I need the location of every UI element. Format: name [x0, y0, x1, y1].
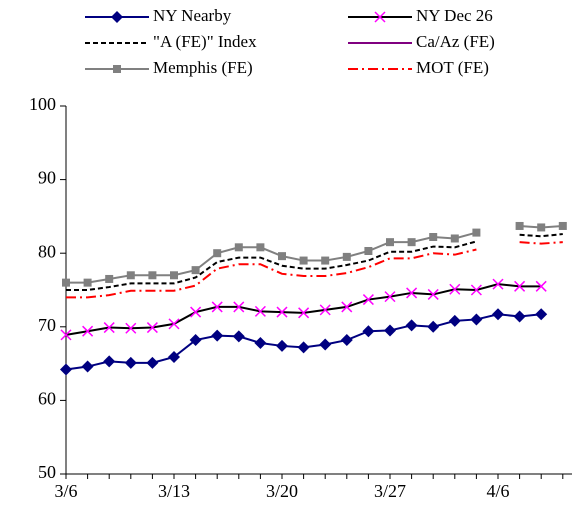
- y-tick-label: 70: [38, 315, 56, 335]
- point: [276, 339, 288, 352]
- y-tick-label: 80: [38, 241, 56, 261]
- series-line: [66, 241, 563, 299]
- point: [190, 306, 202, 318]
- y-tick-label: 60: [38, 389, 56, 409]
- point: [62, 278, 70, 287]
- y-tick-label: 50: [38, 462, 56, 482]
- point: [297, 341, 310, 354]
- point: [384, 291, 396, 303]
- point: [124, 356, 137, 369]
- point: [83, 278, 92, 287]
- legend-label: NY Nearby: [153, 6, 232, 25]
- series-line: [65, 283, 542, 336]
- point: [470, 313, 483, 326]
- point: [492, 308, 504, 321]
- point: [448, 314, 461, 327]
- point: [427, 288, 439, 300]
- point: [558, 221, 567, 230]
- point: [60, 329, 72, 341]
- point: [126, 271, 135, 280]
- point: [515, 221, 524, 230]
- series-line: [66, 233, 563, 291]
- point: [81, 360, 94, 373]
- point: [146, 322, 158, 334]
- legend-marker: [374, 11, 386, 23]
- point: [405, 319, 418, 332]
- point: [191, 266, 200, 275]
- point: [319, 304, 331, 316]
- legend-marker: [113, 65, 121, 73]
- point: [298, 307, 310, 319]
- point: [103, 355, 116, 368]
- point: [234, 243, 243, 252]
- point: [429, 233, 438, 242]
- point: [472, 228, 481, 237]
- series-line: [66, 224, 563, 284]
- point: [148, 271, 157, 280]
- point: [406, 287, 418, 299]
- point: [103, 322, 115, 334]
- point: [299, 256, 308, 265]
- point: [232, 330, 245, 343]
- point: [450, 234, 459, 243]
- point: [189, 334, 202, 347]
- point: [321, 256, 330, 265]
- x-tick-label: 3/27: [374, 481, 406, 501]
- point: [60, 363, 72, 376]
- point: [513, 310, 526, 323]
- point: [514, 280, 526, 292]
- point: [407, 238, 416, 247]
- legend-label: Memphis (FE): [153, 58, 253, 77]
- point: [211, 329, 224, 342]
- point: [535, 280, 547, 292]
- legend-label: NY Dec 26: [416, 6, 493, 25]
- point: [386, 238, 394, 247]
- y-tick-label: 90: [38, 168, 56, 188]
- point: [342, 252, 351, 261]
- point: [168, 318, 180, 330]
- point: [211, 301, 223, 313]
- point: [256, 243, 265, 252]
- y-tick-label: 100: [29, 94, 56, 114]
- point: [233, 301, 245, 313]
- x-tick-label: 3/20: [266, 481, 298, 501]
- point: [341, 301, 353, 313]
- point: [362, 294, 374, 306]
- point: [82, 325, 94, 337]
- point: [168, 350, 180, 363]
- legend-marker: [111, 11, 123, 23]
- legend-label: Ca/Az (FE): [416, 32, 495, 51]
- point: [319, 338, 332, 351]
- point: [537, 223, 546, 232]
- point: [535, 308, 548, 321]
- point: [362, 325, 375, 338]
- point: [492, 278, 504, 290]
- point: [125, 322, 137, 334]
- point: [105, 274, 114, 283]
- x-tick-label: 4/6: [486, 481, 509, 501]
- legend-label: MOT (FE): [416, 58, 489, 77]
- point: [276, 306, 288, 318]
- point: [470, 284, 482, 296]
- point: [278, 252, 286, 261]
- point: [146, 356, 159, 369]
- legend-label: "A (FE)" Index: [153, 32, 257, 51]
- point: [364, 246, 373, 255]
- x-tick-label: 3/13: [158, 481, 190, 501]
- point: [384, 324, 396, 337]
- point: [170, 271, 178, 280]
- point: [213, 249, 222, 258]
- point: [427, 320, 440, 333]
- point: [340, 334, 353, 347]
- point: [254, 305, 266, 317]
- point: [254, 336, 267, 349]
- point: [449, 283, 461, 295]
- x-tick-label: 3/6: [54, 481, 77, 501]
